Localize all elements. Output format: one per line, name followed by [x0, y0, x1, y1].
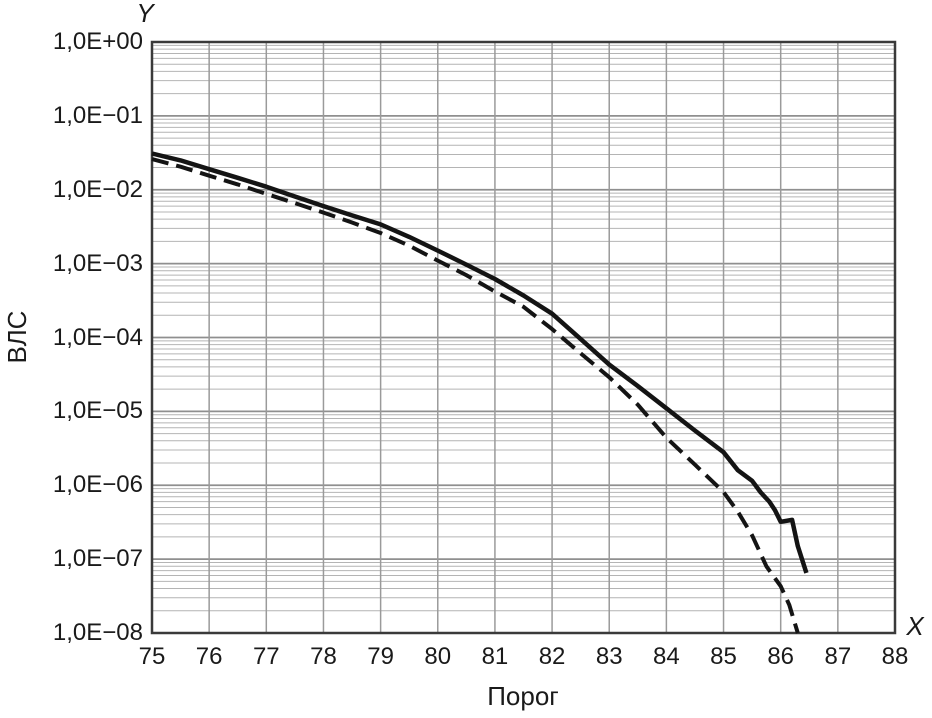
x-tick-label: 75 [138, 643, 166, 670]
x-tick-label: 84 [653, 643, 680, 670]
x-tick-label: 78 [310, 643, 337, 670]
y-tick-label: 1,0E−04 [52, 323, 143, 351]
y-tick-label: 1,0E−08 [52, 619, 143, 646]
x-tick-label: 88 [881, 643, 909, 670]
y-axis-letter: Y [136, 0, 154, 28]
x-tick-label: 76 [195, 643, 223, 670]
y-tick-label: 1,0E−03 [52, 249, 143, 277]
y-tick-label: 1,0E−02 [52, 175, 143, 203]
x-tick-label: 81 [481, 643, 509, 670]
y-tick-label: 1,0E+00 [52, 28, 143, 55]
x-tick-label: 80 [424, 643, 452, 670]
x-tick-label: 86 [767, 643, 795, 670]
dashed-curve-line [151, 157, 800, 634]
x-tick-label: 85 [710, 643, 737, 670]
plot-border [150, 40, 897, 635]
x-tick-label: 82 [538, 643, 566, 670]
x-tick-label: 77 [252, 643, 280, 670]
x-axis-letter: X [906, 611, 924, 641]
y-axis-title: ВЛС [2, 310, 32, 364]
y-tick-label: 1,0E−01 [52, 101, 143, 129]
x-axis-title: Порог [487, 681, 559, 711]
x-tick-label: 87 [824, 643, 852, 670]
y-tick-label: 1,0E−06 [52, 471, 143, 499]
x-tick-label: 83 [595, 643, 623, 670]
y-tick-label: 1,0E−05 [52, 397, 143, 425]
solid-curve-line [151, 151, 809, 574]
x-tick-label: 79 [367, 643, 394, 670]
y-tick-label: 1,0E−07 [52, 545, 143, 573]
